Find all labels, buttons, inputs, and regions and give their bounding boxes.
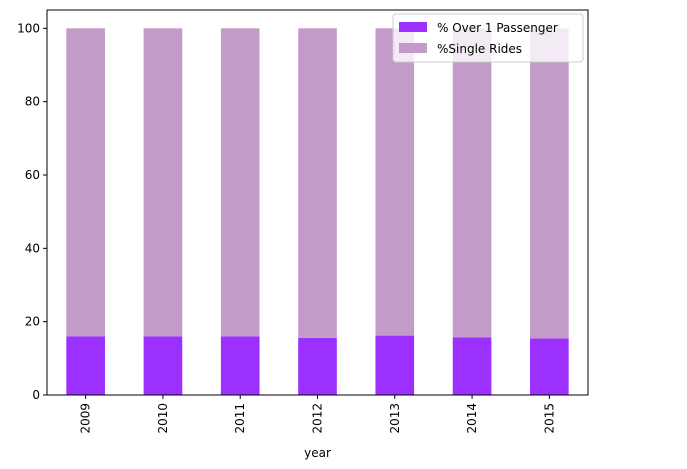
- legend-box: [392, 13, 584, 63]
- bar-2011-series-0: [220, 336, 260, 395]
- x-tick-label: 2015: [542, 403, 556, 434]
- y-tick-label: 100: [17, 21, 40, 35]
- bar-2009-series-0: [66, 336, 105, 395]
- bar-2014-series-1: [452, 28, 492, 338]
- x-tick-label: 2012: [311, 403, 325, 434]
- bar-2010-series-0: [143, 336, 183, 395]
- bar-2010-series-1: [143, 28, 183, 337]
- x-tick-label: 2010: [156, 403, 170, 434]
- x-axis: 2009 2010 2011 2012 2013 2014 2015: [79, 395, 556, 434]
- x-tick-label: 2014: [465, 403, 479, 434]
- legend-swatch: [399, 22, 427, 32]
- bar-2013-series-1: [375, 28, 415, 336]
- legend-label: %Single Rides: [437, 42, 522, 56]
- bar-2013-series-0: [375, 335, 415, 395]
- y-tick-label: 0: [32, 388, 40, 402]
- y-tick-label: 80: [25, 95, 40, 109]
- y-tick-label: 20: [25, 315, 40, 329]
- bars-layer: [66, 28, 569, 395]
- bar-2014-series-0: [452, 337, 492, 395]
- bar-2012-series-1: [298, 28, 337, 338]
- legend-swatch: [399, 43, 427, 53]
- x-axis-label: year: [304, 446, 331, 460]
- x-tick-label: 2011: [233, 403, 247, 434]
- legend-label: % Over 1 Passenger: [437, 21, 558, 35]
- bar-2015-series-1: [530, 28, 569, 339]
- bar-2011-series-1: [220, 28, 260, 337]
- bar-2012-series-0: [298, 337, 337, 395]
- legend: % Over 1 Passenger %Single Rides: [392, 13, 584, 63]
- bar-2015-series-0: [530, 338, 569, 395]
- y-tick-label: 40: [25, 241, 40, 255]
- x-tick-label: 2013: [388, 403, 402, 434]
- y-tick-label: 60: [25, 168, 40, 182]
- x-tick-label: 2009: [79, 403, 93, 434]
- bar-2009-series-1: [66, 28, 105, 337]
- y-axis: 0 20 40 60 80 100: [17, 21, 47, 402]
